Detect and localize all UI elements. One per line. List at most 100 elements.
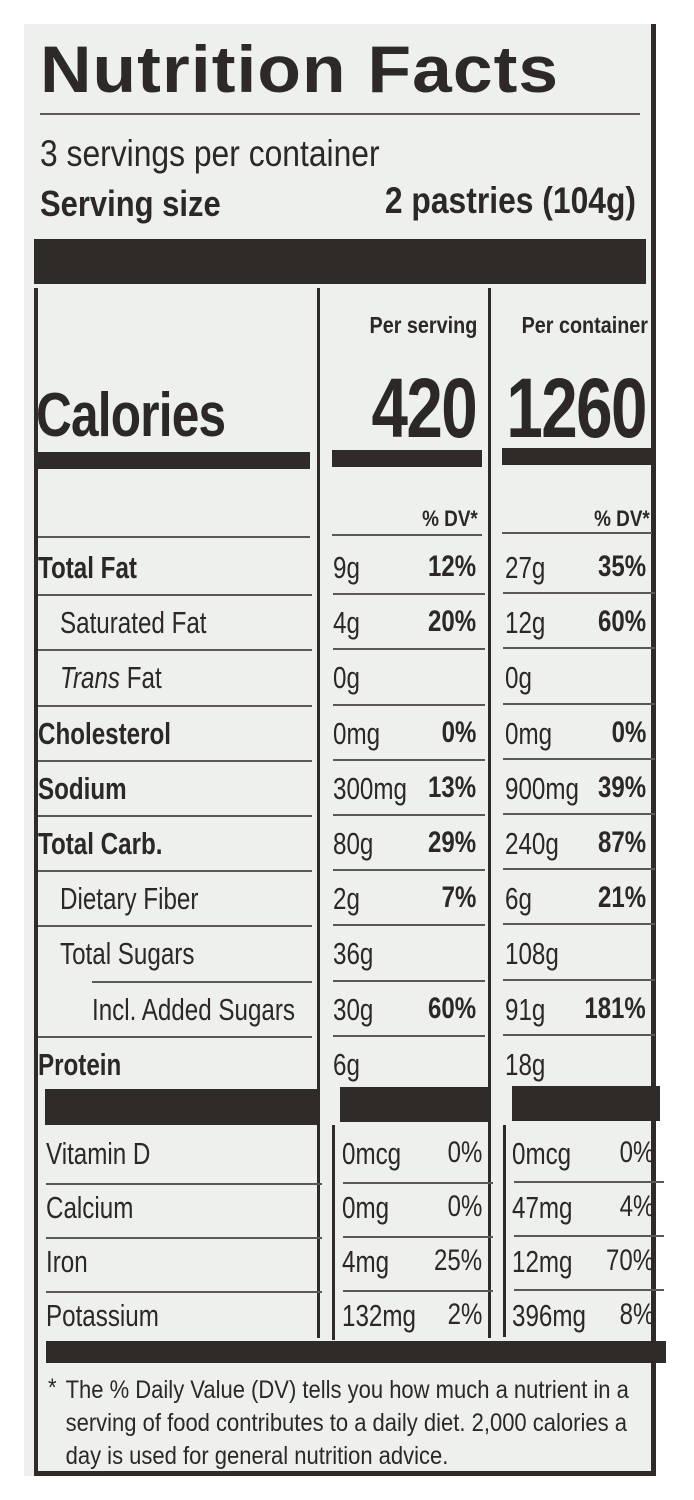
serving-amount: 6g <box>333 1046 360 1082</box>
vitamin-serving-dv: 25% <box>433 1244 482 1277</box>
vitamin-label: Vitamin D <box>46 1136 151 1171</box>
container-amount: 91g <box>505 991 546 1027</box>
vitamin-container-amount: 396mg <box>512 1298 586 1333</box>
serving-dv: 60% <box>427 991 476 1025</box>
nutrient-label: Protein <box>38 1046 122 1082</box>
servings-per-container: 3 servings per container <box>40 133 380 174</box>
footnote-text: The % Daily Value (DV) tells you how muc… <box>65 1376 629 1470</box>
serving-amount: 2g <box>333 881 360 917</box>
row-divider <box>333 979 485 982</box>
title-divider <box>40 113 640 115</box>
column-header-per-container: Per container <box>521 312 648 338</box>
calories-per-serving: 420 <box>371 361 477 455</box>
serving-size-label: Serving size <box>40 183 221 224</box>
serving-amount: 36g <box>333 936 374 972</box>
label-title: Nutrition Facts <box>40 32 560 106</box>
row-divider <box>38 870 312 873</box>
row-divider <box>503 702 655 705</box>
nutrient-label: Total Carb. <box>38 826 163 861</box>
row-divider <box>514 1289 664 1291</box>
row-divider <box>38 704 312 707</box>
right-border <box>651 24 656 1476</box>
bottom-border <box>34 1471 656 1476</box>
row-divider <box>38 1035 312 1038</box>
serving-dv: 29% <box>427 826 476 859</box>
container-dv: 60% <box>597 605 646 639</box>
row-divider <box>503 647 655 650</box>
row-divider <box>503 813 655 815</box>
serving-dv: 7% <box>441 881 476 915</box>
nutrient-label: Saturated Fat <box>60 605 207 641</box>
row-divider <box>503 923 655 926</box>
row-divider <box>514 1181 664 1183</box>
vitamin-serving-amount: 4mg <box>342 1244 390 1279</box>
container-amount: 900mg <box>505 770 579 806</box>
footnote-top-bar <box>46 1341 666 1363</box>
column-header-per-serving: Per serving <box>369 312 477 338</box>
row-divider <box>503 757 655 760</box>
row-divider <box>92 980 312 983</box>
calories-bar-serving <box>332 450 482 467</box>
vitamin-serving-amount: 0mcg <box>342 1136 402 1171</box>
serving-amount: 30g <box>333 991 374 1027</box>
vitamin-section-bar <box>512 1086 660 1121</box>
row-divider <box>503 592 655 595</box>
vitamin-label: Calcium <box>46 1190 134 1225</box>
container-amount: 0mg <box>505 715 553 751</box>
vitamin-container-amount: 0mcg <box>512 1136 572 1171</box>
footnote-asterisk: * <box>48 1374 57 1402</box>
container-amount: 0g <box>505 660 532 696</box>
container-amount: 240g <box>505 826 559 861</box>
row-divider <box>333 758 485 761</box>
container-amount: 12g <box>505 605 546 641</box>
container-dv: 39% <box>597 770 646 804</box>
vitamin-column-divider <box>332 1125 335 1340</box>
vitamin-column-divider <box>503 1125 506 1337</box>
dv-header-container: % DV* <box>594 506 650 531</box>
row-divider <box>38 925 312 928</box>
vitamin-container-dv: 70% <box>605 1244 654 1277</box>
vitamin-serving-dv: 2% <box>447 1298 482 1331</box>
row-divider <box>343 1290 493 1292</box>
nutrient-label: Total Sugars <box>60 936 195 972</box>
column-divider-serving <box>317 288 320 1338</box>
calories-bar-label <box>36 452 310 469</box>
row-divider <box>38 759 312 762</box>
container-dv: 35% <box>597 550 646 583</box>
left-border <box>34 288 38 1476</box>
vitamin-section-bar <box>340 1087 490 1122</box>
row-divider <box>503 868 655 871</box>
vitamin-container-dv: 0% <box>619 1136 654 1169</box>
serving-dv: 20% <box>427 605 476 639</box>
row-divider <box>333 648 485 651</box>
row-divider <box>502 532 652 534</box>
nutrient-label: Cholesterol <box>38 715 172 751</box>
calories-bar-container <box>502 448 652 465</box>
nutrient-label-italic-prefix: Trans <box>60 660 121 696</box>
container-dv: 0% <box>611 715 646 749</box>
serving-dv: 12% <box>427 550 476 583</box>
row-divider <box>333 869 485 872</box>
nutrient-label: Sodium <box>38 770 127 806</box>
vitamin-container-dv: 4% <box>619 1190 654 1223</box>
container-dv: 87% <box>597 826 646 859</box>
vitamin-section-bar <box>45 1089 318 1125</box>
serving-size-value: 2 pastries (104g) <box>384 180 636 221</box>
vitamin-container-dv: 8% <box>619 1298 654 1331</box>
row-divider <box>38 649 312 652</box>
vitamin-container-amount: 12mg <box>512 1244 573 1279</box>
serving-dv: 0% <box>441 715 476 749</box>
vitamin-label: Potassium <box>46 1298 159 1333</box>
vitamin-serving-amount: 132mg <box>342 1298 416 1333</box>
daily-value-footnote: * The % Daily Value (DV) tells you how m… <box>48 1374 629 1473</box>
row-divider <box>38 594 312 597</box>
container-dv: 181% <box>584 991 646 1025</box>
row-divider <box>333 924 485 927</box>
nutrient-label: Total Fat <box>38 550 137 585</box>
row-divider <box>514 1235 664 1237</box>
row-divider <box>46 1183 322 1185</box>
row-divider <box>333 593 485 596</box>
row-divider <box>503 978 655 981</box>
nutrient-label-text: Fat <box>120 660 162 696</box>
row-divider <box>343 1182 493 1184</box>
